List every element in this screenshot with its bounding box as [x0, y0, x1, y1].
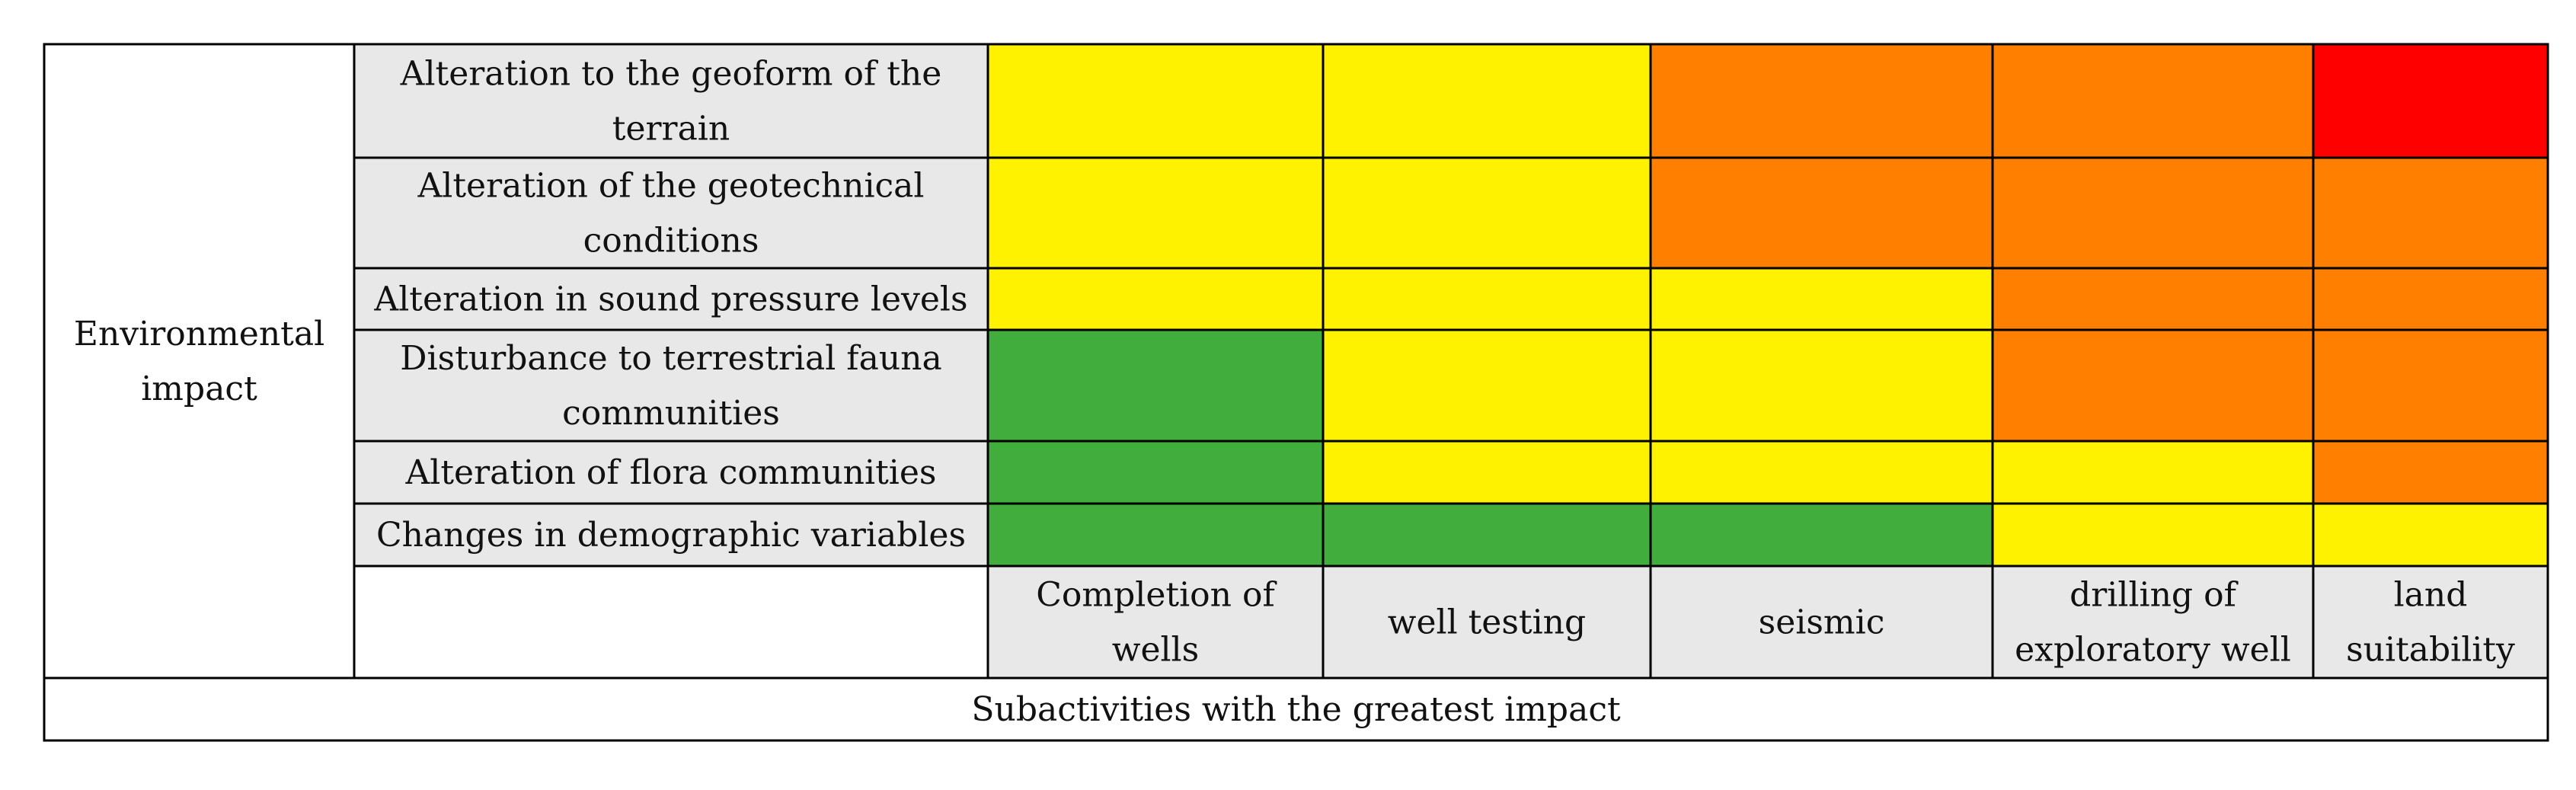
row-label: Alteration to the geoform of the terrain — [400, 55, 942, 149]
heatmap-cell — [986, 440, 1325, 505]
heatmap-cell — [1322, 156, 1652, 270]
heatmap-cell — [1991, 43, 2315, 159]
heatmap-cell — [1322, 440, 1652, 505]
heatmap-cell — [2312, 440, 2549, 505]
heatmap-cell — [1991, 328, 2315, 443]
row-label-cell — [353, 156, 989, 270]
heatmap-cell — [2312, 328, 2549, 443]
heatmap-cell — [986, 43, 1325, 159]
heatmap-cell — [1649, 440, 1994, 505]
heatmap-cell — [1991, 156, 2315, 270]
heatmap-cell — [2312, 43, 2549, 159]
column-label: drilling of exploratory well — [2015, 576, 2291, 670]
heatmap-cell — [2312, 502, 2549, 568]
row-label: Changes in demographic variables — [376, 516, 966, 555]
heatmap-cell — [1649, 43, 1994, 159]
heatmap-cell — [986, 328, 1325, 443]
column-label: Completion of wells — [1036, 576, 1277, 670]
heatmap-cell — [1991, 267, 2315, 331]
heatmap-cell — [1322, 328, 1652, 443]
heatmap-cell — [1991, 440, 2315, 505]
heatmap-cell — [1322, 267, 1652, 331]
footer-cell — [43, 676, 2549, 742]
column-label: seismic — [1759, 603, 1885, 642]
row-label-cell — [353, 502, 989, 568]
heatmap-cell — [1649, 328, 1994, 443]
column-label: well testing — [1388, 603, 1586, 642]
row-label: Alteration of flora communities — [405, 453, 937, 492]
heatmap-cell — [1322, 43, 1652, 159]
heatmap-cell — [986, 502, 1325, 568]
column-label-cell — [2312, 565, 2549, 680]
empty-corner-cell — [353, 565, 989, 680]
footer-label: Subactivities with the greatest impact — [971, 690, 1621, 729]
row-label: Alteration of the geotechnical conditions — [417, 167, 925, 261]
heatmap-cell — [986, 267, 1325, 331]
heatmap-cell — [1991, 502, 2315, 568]
column-label-cell — [986, 565, 1325, 680]
heatmap-cell — [2312, 156, 2549, 270]
heatmap-cell — [1649, 502, 1994, 568]
row-label-cell — [353, 440, 989, 505]
group-label: Environmental impact — [74, 315, 324, 408]
row-label: Alteration in sound pressure levels — [373, 280, 967, 319]
heatmap-cell — [2312, 267, 2549, 331]
heatmap-cell — [1649, 267, 1994, 331]
row-label-cell — [353, 267, 989, 331]
heatmap-cell — [1649, 156, 1994, 270]
heatmap-cell — [986, 156, 1325, 270]
row-label: Disturbance to terrestrial fauna communit… — [400, 339, 941, 433]
heatmap-cell — [1322, 502, 1652, 568]
group-label-cell — [43, 43, 356, 680]
column-label: land suitability — [2346, 576, 2515, 670]
